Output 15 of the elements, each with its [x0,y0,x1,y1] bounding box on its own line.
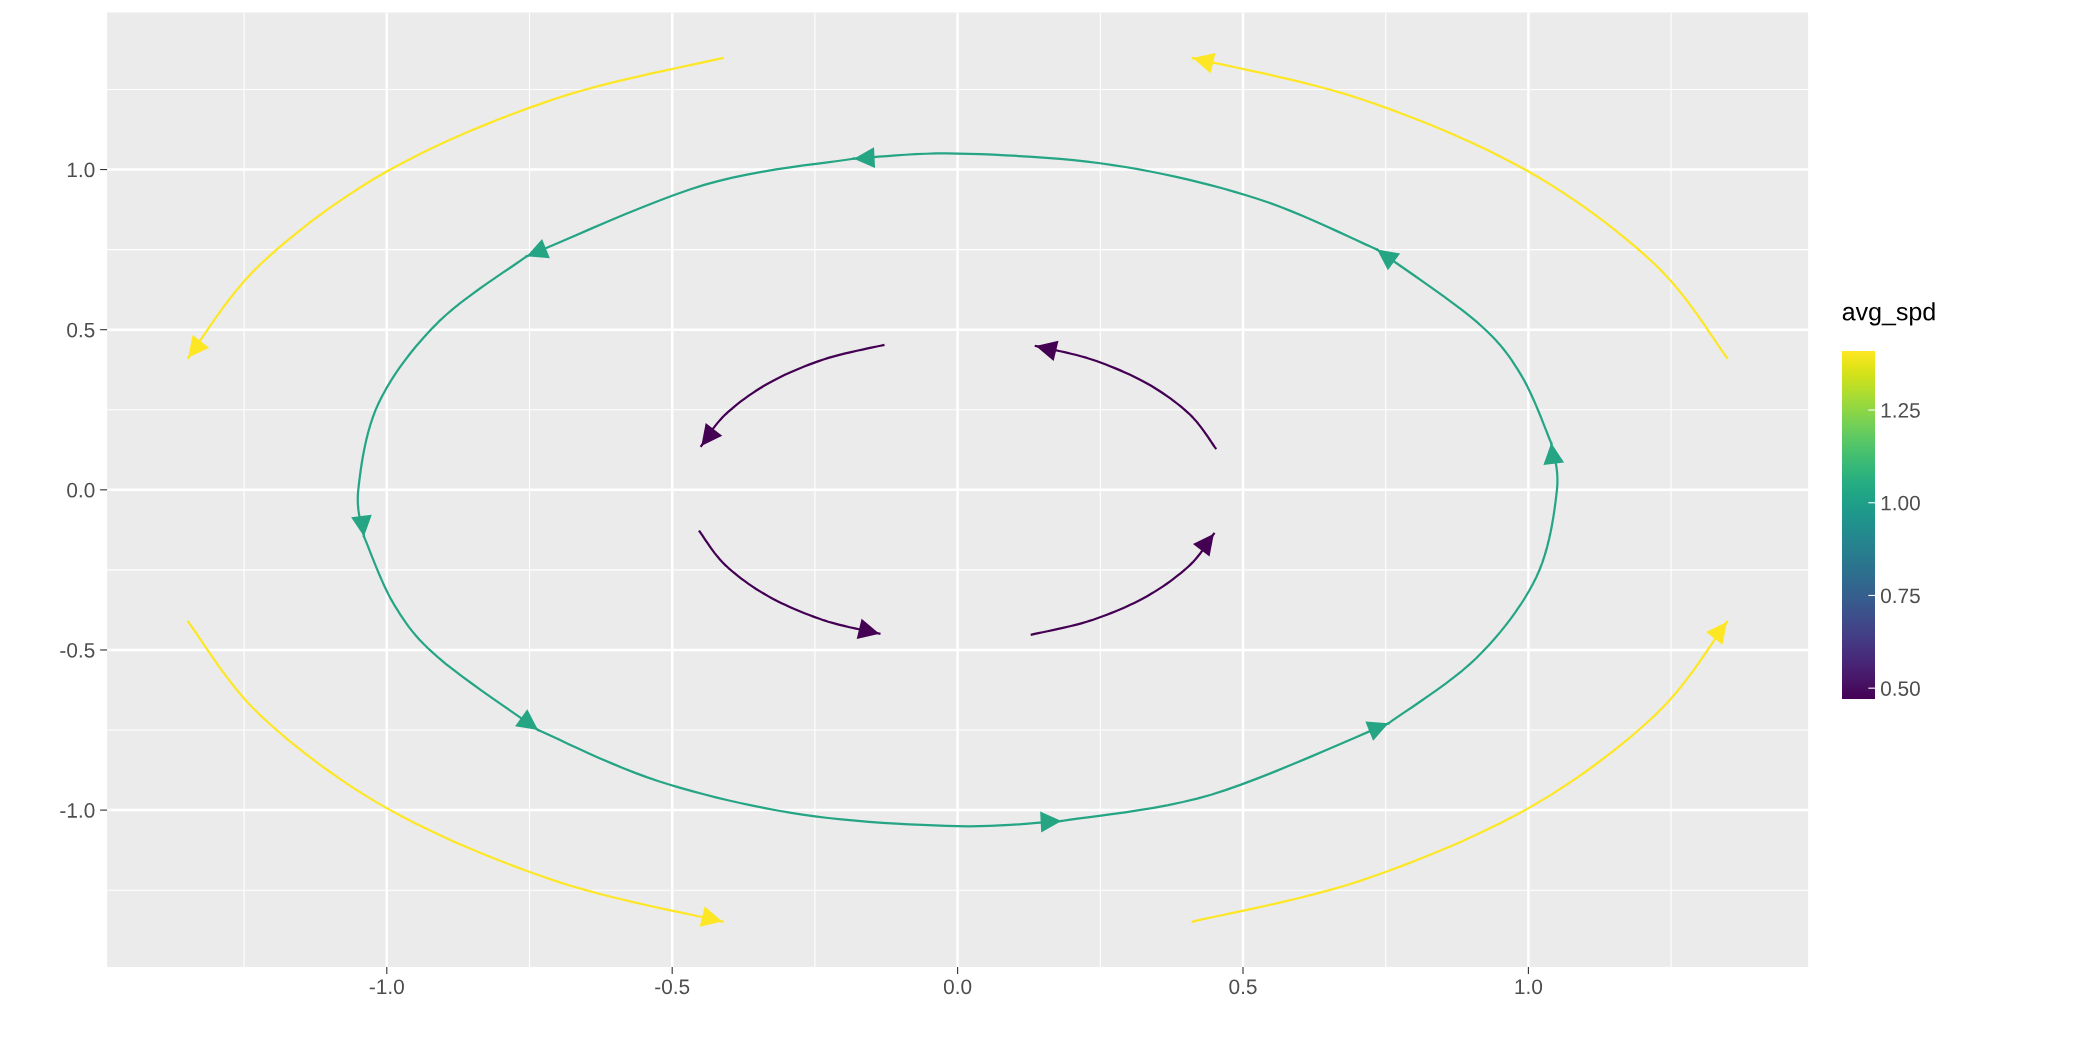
color-bar-label: 1.00 [1881,495,1920,511]
x-tick-label: 0.0 [943,979,972,995]
x-tick-label: -1.0 [369,979,404,995]
color-bar-label: 0.50 [1880,681,1920,696]
color-bar-title: avg_spd [1842,302,1935,326]
y-tick-label: 0.0 [67,482,95,498]
y-tick-label: -0.5 [60,642,95,658]
x-tick-label: -0.5 [655,979,690,995]
y-tick-label: -1.0 [60,803,95,818]
color-bar-label: 1.25 [1881,403,1920,418]
x-tick-label: 0.5 [1229,979,1257,995]
x-tick-label: 1.0 [1515,979,1543,995]
color-bar-label: 0.75 [1880,588,1920,604]
y-tick-label: 0.5 [67,322,95,338]
y-tick-label: 1.0 [67,162,95,178]
